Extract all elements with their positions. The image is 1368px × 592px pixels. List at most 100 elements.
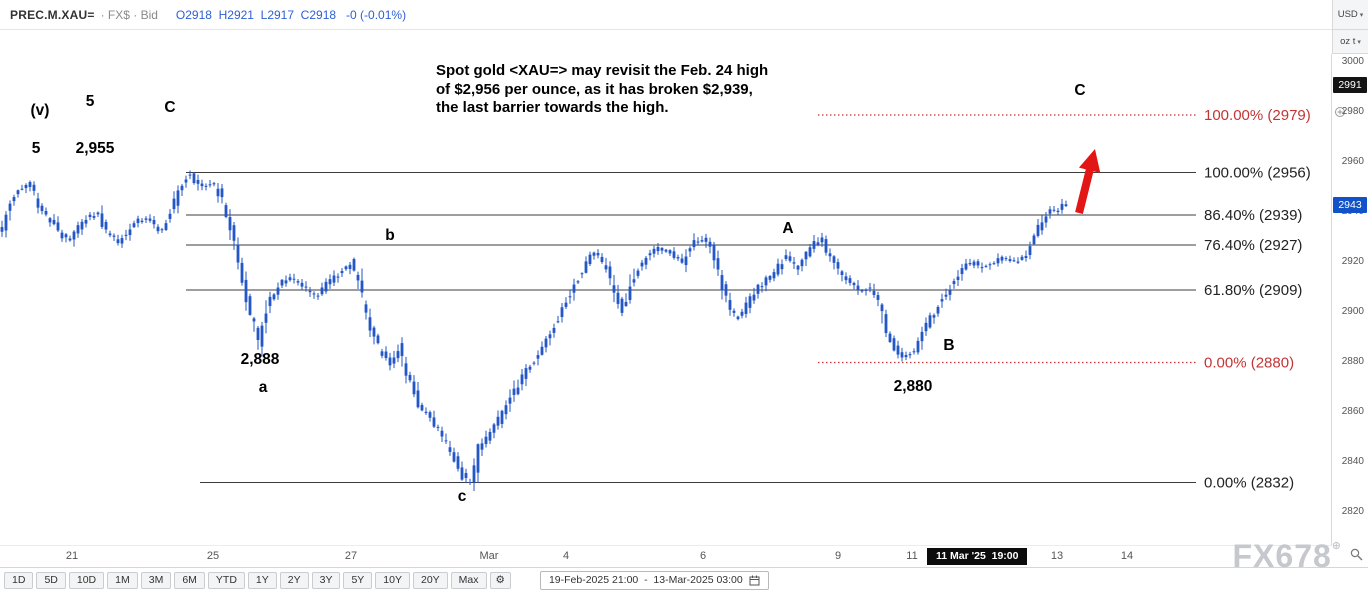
candle-body (720, 275, 724, 291)
candle-body (192, 173, 196, 184)
wave-label[interactable]: B (943, 337, 954, 354)
time-axis-label: 13 (1050, 550, 1064, 562)
wave-label[interactable]: 2,955 (76, 140, 115, 157)
candlesticks (0, 170, 1068, 492)
candle-body (476, 444, 480, 473)
range-button-5y[interactable]: 5Y (343, 571, 373, 589)
last-price-badge: 2943 (1333, 197, 1367, 213)
candle-body (548, 334, 552, 339)
chevron-down-icon: ▾ (1359, 11, 1364, 19)
candle-body (724, 284, 728, 296)
currency-unit-select[interactable]: USD ▾ (1332, 0, 1368, 30)
price-axis[interactable]: 3000298029602940292029002880286028402820… (1331, 54, 1368, 567)
candle-body (1024, 255, 1028, 259)
range-button-3m[interactable]: 3M (140, 571, 172, 589)
wave-label[interactable]: C (1074, 82, 1085, 99)
axis-settings-icon[interactable] (1334, 106, 1346, 118)
candle-body (840, 271, 844, 276)
instrument-symbol[interactable]: PREC.M.XAU= (10, 7, 95, 22)
candle-body (460, 467, 464, 480)
candle-body (104, 221, 108, 230)
time-axis-label: 11 (906, 550, 918, 562)
wave-label[interactable]: 5 (86, 93, 95, 110)
wave-label[interactable]: A (782, 220, 793, 237)
candle-body (536, 355, 540, 359)
range-button-6m[interactable]: 6M (174, 571, 205, 589)
range-button-20y[interactable]: 20Y (412, 571, 448, 589)
candle-body (692, 240, 696, 248)
time-axis[interactable]: 21 25 27 Mar 4 6 9 11 13 14 11 Mar '25 19:00 (0, 545, 1332, 568)
candle-body (220, 188, 224, 198)
candle-body (364, 304, 368, 313)
candle-body (292, 278, 296, 280)
range-button-ytd[interactable]: YTD (207, 571, 245, 589)
wave-label[interactable]: 5 (32, 140, 41, 157)
candle-body (676, 257, 680, 259)
candle-body (560, 307, 564, 318)
candle-body (76, 225, 80, 234)
candle-body (608, 266, 612, 279)
range-button-3y[interactable]: 3Y (311, 571, 341, 589)
candle-body (224, 205, 228, 217)
range-button-10y[interactable]: 10Y (375, 571, 410, 589)
watermark-mark: ⊕ (1331, 540, 1342, 552)
elliott-wave-labels[interactable]: (v) 5 C 5 2,955 2,888 a b c A B 2,880 C (31, 82, 1086, 505)
candle-body (280, 279, 284, 286)
candle-body (992, 263, 996, 265)
candle-body (884, 314, 888, 334)
news-annotation[interactable]: Spot gold <XAU=> may revisit the Feb. 24… (436, 62, 769, 116)
candle-body (900, 352, 904, 358)
chart-settings-button[interactable]: ⚙ (489, 571, 511, 589)
wave-label[interactable]: (v) (31, 102, 50, 119)
candle-body (576, 281, 580, 283)
date-range-picker[interactable]: 19-Feb-2025 21:00 - 13-Mar-2025 03:00 (539, 570, 769, 590)
gear-icon: ⚙ (495, 573, 505, 586)
range-button-1d[interactable]: 1D (4, 571, 34, 589)
price-tick: 2820 (1341, 506, 1364, 517)
weight-unit-select[interactable]: oz t ▾ (1332, 30, 1368, 54)
range-button-max[interactable]: Max (450, 571, 487, 589)
range-button-10d[interactable]: 10D (68, 571, 105, 589)
candle-body (708, 241, 712, 247)
candle-body (880, 304, 884, 312)
range-button-1m[interactable]: 1M (107, 571, 138, 589)
magnifier-icon[interactable] (1350, 548, 1363, 561)
range-button-5d[interactable]: 5D (36, 571, 66, 589)
candle-body (808, 247, 812, 257)
wave-label[interactable]: b (385, 227, 394, 244)
candle-body (704, 237, 708, 242)
wave-label[interactable]: c (458, 488, 467, 505)
candle-body (348, 264, 352, 269)
candle-body (1012, 260, 1016, 262)
breakout-arrow[interactable] (1068, 146, 1105, 215)
candle-body (412, 381, 416, 395)
candle-body (864, 289, 868, 291)
candle-body (768, 276, 772, 280)
candle-body (408, 374, 412, 381)
wave-label[interactable]: 2,888 (241, 351, 280, 368)
candle-body (1016, 261, 1020, 263)
candle-body (396, 351, 400, 359)
candle-body (64, 234, 68, 238)
wave-label[interactable]: 2,880 (894, 378, 933, 395)
wave-label[interactable]: C (164, 99, 175, 116)
range-button-2y[interactable]: 2Y (279, 571, 309, 589)
candle-body (200, 183, 204, 187)
candle-body (936, 306, 940, 314)
candle-body (1064, 204, 1068, 207)
candle-body (828, 253, 832, 257)
candle-body (1020, 256, 1024, 260)
quote-bar: PREC.M.XAU= · FX$ · Bid O2918 H2921 L291… (0, 0, 1332, 30)
wave-label[interactable]: a (259, 379, 268, 396)
candle-body (308, 290, 312, 293)
candle-body (128, 229, 132, 236)
candle-body (544, 338, 548, 348)
candle-body (312, 293, 316, 295)
candle-body (532, 362, 536, 364)
candle-body (84, 219, 88, 224)
fib-retracement[interactable]: 100.00% (2979) 100.00% (2956) 86.40% (2939… (186, 107, 1311, 492)
candle-body (136, 218, 140, 224)
range-button-1y[interactable]: 1Y (247, 571, 277, 589)
candle-body (980, 267, 984, 269)
price-chart[interactable]: 100.00% (2979) 100.00% (2956) 86.40% (2939… (0, 0, 1332, 567)
